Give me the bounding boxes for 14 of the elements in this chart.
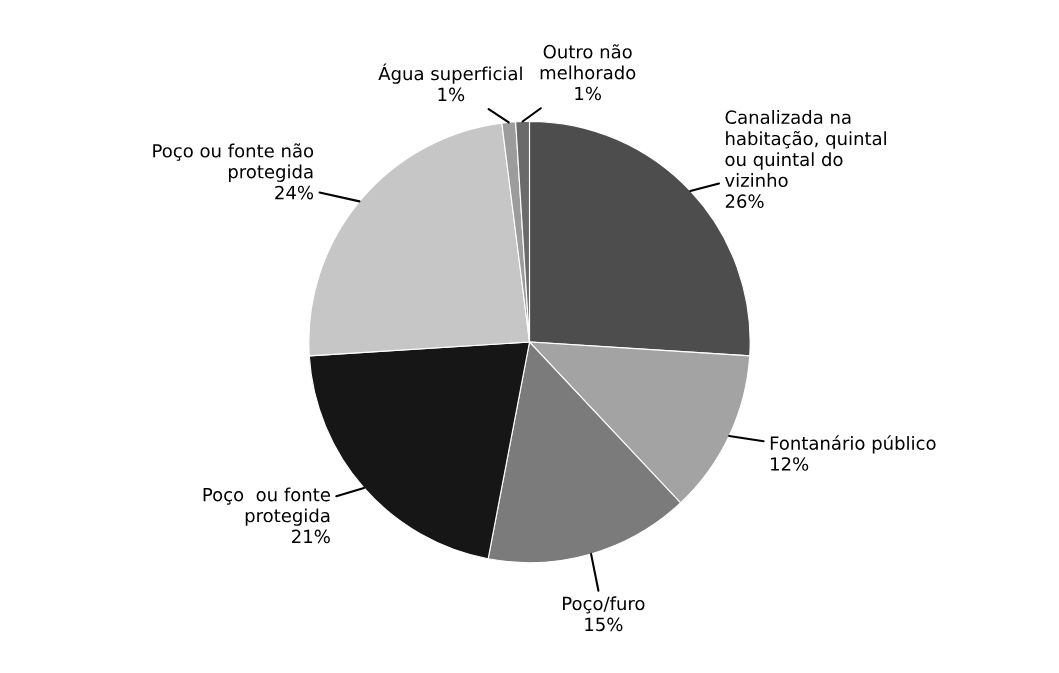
data-label: 1% (575, 86, 601, 101)
data-label: 15% (585, 617, 623, 632)
slice-label: Fontanário público (770, 435, 936, 454)
data-label: 24% (275, 185, 314, 200)
slice-label: Poço/furo (563, 596, 645, 614)
slice-label: Canalizada na habitação, quintal ou quintal do vizinho (725, 110, 886, 188)
slice-label: Poço ou fonte protegida (203, 487, 330, 526)
data-label: 21% (292, 529, 330, 544)
slice-label: Água superficial (378, 63, 522, 84)
slice-label: Outro não melhorado (540, 44, 636, 80)
data-label: 1% (438, 87, 465, 102)
data-label: 26% (725, 194, 764, 208)
data-label: 12% (771, 457, 809, 471)
slice-label: Poço ou fonte não protegida (153, 143, 314, 182)
